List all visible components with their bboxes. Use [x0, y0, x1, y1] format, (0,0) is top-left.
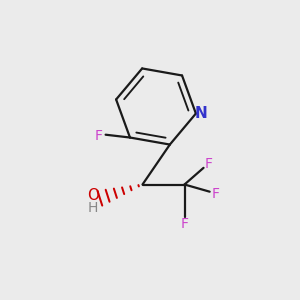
Text: F: F [95, 130, 103, 143]
Text: O: O [88, 188, 100, 203]
Text: F: F [205, 157, 212, 170]
Text: H: H [87, 201, 98, 215]
Text: F: F [181, 217, 188, 230]
Text: N: N [195, 106, 208, 121]
Text: F: F [212, 187, 220, 200]
